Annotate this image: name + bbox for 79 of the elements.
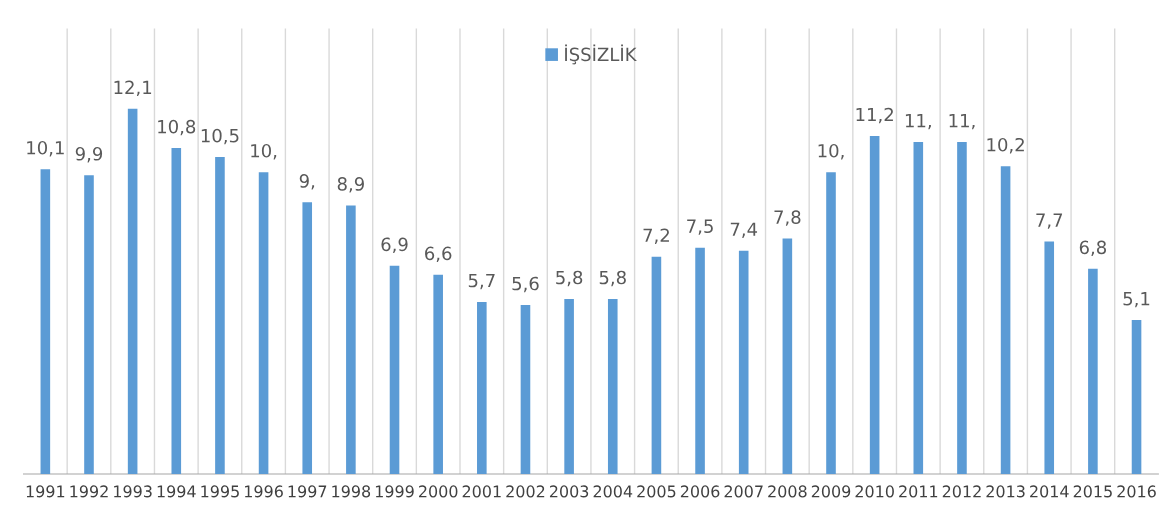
- x-tick-label: 1994: [157, 485, 196, 498]
- bar: [40, 169, 51, 474]
- bar: [84, 175, 94, 474]
- bar: [215, 157, 225, 474]
- x-tick-label: 2004: [593, 485, 633, 498]
- x-tick-label: 2000: [419, 485, 458, 498]
- bar: [782, 238, 793, 474]
- bar: [607, 298, 618, 474]
- x-tick-label: 1992: [70, 485, 108, 498]
- bar: [695, 247, 705, 474]
- data-label: 5,1: [1123, 292, 1150, 308]
- x-tick-label: 2013: [986, 485, 1025, 498]
- data-label: 11,: [905, 113, 931, 130]
- data-label: 5,6: [512, 276, 539, 293]
- bar: [477, 301, 487, 474]
- x-tick-label: 2008: [768, 485, 807, 498]
- bar: [957, 142, 967, 474]
- data-label: 10,1: [27, 140, 64, 157]
- x-tick-label: 2009: [811, 485, 851, 498]
- x-tick-label: 2014: [1030, 485, 1069, 498]
- x-tick-label: 1995: [201, 485, 239, 498]
- data-label: 5,7: [468, 273, 495, 290]
- x-tick-label: 2003: [549, 485, 589, 498]
- data-label: 11,2: [856, 107, 893, 124]
- x-tick-label: 2005: [637, 485, 676, 498]
- bar: [1088, 268, 1098, 474]
- data-label: 5,8: [599, 270, 626, 287]
- bar: [1000, 166, 1011, 474]
- data-label: 9,: [299, 174, 315, 190]
- data-label: 9,9: [75, 146, 103, 163]
- data-label: 10,8: [158, 119, 196, 136]
- data-label: 12,1: [114, 80, 152, 97]
- x-tick-label: 2016: [1117, 485, 1156, 498]
- bar: [302, 202, 313, 474]
- bar: [1131, 320, 1142, 474]
- bar: [258, 172, 269, 474]
- bar: [346, 205, 356, 474]
- data-label: 8,9: [337, 177, 364, 193]
- data-label: 6,6: [425, 246, 452, 263]
- x-tick-label: 2001: [462, 485, 501, 498]
- x-tick-label: 2012: [942, 485, 981, 498]
- bar: [738, 250, 749, 474]
- x-tick-label: 2011: [899, 485, 938, 498]
- bar: [520, 304, 531, 474]
- data-label: 10,5: [201, 128, 239, 145]
- data-label: 11,: [949, 113, 975, 130]
- data-label: 10,2: [987, 137, 1024, 154]
- x-tick-label: 2002: [506, 485, 545, 498]
- legend-label: İŞSİZLİK: [565, 44, 637, 65]
- x-tick-label: 1996: [245, 485, 283, 498]
- data-label: 7,5: [687, 219, 713, 235]
- data-label: 7,4: [730, 222, 758, 238]
- data-label: 6,8: [1079, 240, 1107, 256]
- x-tick-label: 1998: [332, 485, 371, 498]
- bar: [651, 256, 662, 474]
- x-tick-label: 2006: [680, 485, 720, 498]
- data-label: 7,8: [774, 210, 801, 226]
- data-label: 6,9: [381, 237, 408, 253]
- bar: [826, 172, 836, 474]
- data-label: 10,: [818, 143, 844, 160]
- bar: [389, 265, 400, 474]
- x-tick-label: 1999: [375, 485, 414, 498]
- x-tick-label: 2007: [724, 485, 763, 498]
- data-label: 7,7: [1036, 213, 1063, 229]
- bar: [1044, 241, 1055, 474]
- bar: [564, 298, 574, 474]
- x-tick-label: 1997: [288, 485, 327, 498]
- x-tick-label: 2015: [1073, 485, 1112, 498]
- bar: [869, 135, 880, 474]
- x-tick-label: 1991: [26, 485, 65, 498]
- data-label: 5,8: [556, 270, 583, 287]
- data-label: 7,2: [643, 228, 669, 244]
- bar: [127, 108, 138, 474]
- bar: [171, 148, 182, 474]
- x-tick-label: 2010: [855, 485, 894, 498]
- x-tick-label: 1993: [114, 485, 152, 498]
- bar: [913, 142, 924, 474]
- bar: [433, 274, 443, 474]
- data-label: 10,: [251, 143, 277, 160]
